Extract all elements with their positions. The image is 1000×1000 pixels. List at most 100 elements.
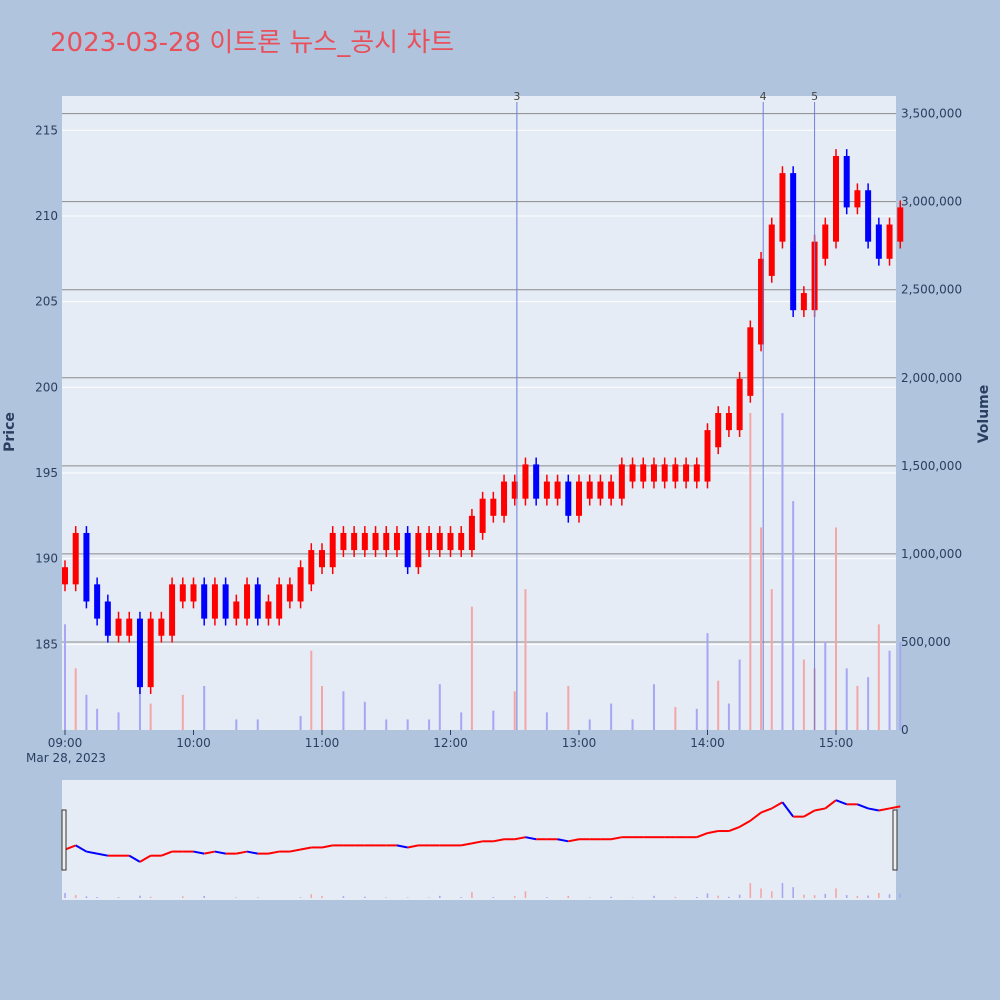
time-tick-label: 10:00 bbox=[176, 736, 211, 750]
mini-volume-bar bbox=[728, 896, 730, 898]
volume-bar bbox=[727, 703, 730, 730]
mini-volume-bar bbox=[888, 894, 891, 898]
price-axis-title: Price bbox=[2, 412, 18, 452]
volume-bar bbox=[567, 685, 570, 730]
date-sublabel: Mar 28, 2023 bbox=[26, 751, 106, 765]
candle-body bbox=[650, 464, 657, 482]
mini-price-segment bbox=[396, 844, 408, 849]
mini-volume-bar bbox=[706, 893, 709, 898]
candle-body bbox=[351, 532, 358, 551]
range-slider-right-handle[interactable] bbox=[892, 809, 898, 871]
volume-bars bbox=[64, 413, 902, 730]
candle-body bbox=[597, 481, 604, 499]
time-tick-label: 11:00 bbox=[305, 736, 340, 750]
mini-volume-bar bbox=[406, 897, 409, 898]
volume-bar bbox=[695, 708, 698, 730]
price-tick-label: 185 bbox=[35, 637, 58, 651]
mini-price-segment bbox=[214, 850, 226, 855]
mini-volume-bar bbox=[438, 895, 441, 898]
candle-body bbox=[436, 532, 443, 551]
price-axis: 185 190 195 200 205 210 215 bbox=[35, 123, 58, 651]
candle-body bbox=[672, 464, 679, 482]
candle-body bbox=[297, 567, 304, 602]
mini-price-segment bbox=[814, 807, 826, 812]
candle-body bbox=[758, 258, 765, 345]
volume-bar bbox=[299, 715, 302, 730]
mini-price-segment bbox=[321, 844, 333, 849]
mini-price-segment bbox=[878, 807, 890, 812]
mini-volume-bar bbox=[738, 894, 741, 898]
candle-body bbox=[854, 190, 861, 208]
volume-bar bbox=[545, 712, 548, 730]
price-tick-label: 195 bbox=[35, 466, 58, 480]
volume-bar bbox=[492, 710, 495, 730]
mini-price-segment bbox=[514, 836, 526, 841]
candle-body bbox=[393, 532, 400, 551]
range-slider-preview bbox=[64, 799, 902, 898]
candle-body bbox=[244, 584, 251, 619]
candle-body bbox=[501, 481, 508, 516]
mini-volume-bar bbox=[856, 895, 859, 898]
candle-body bbox=[458, 532, 465, 551]
mini-volume-bar bbox=[342, 896, 345, 898]
candle-body bbox=[190, 584, 197, 602]
mini-volume-bar bbox=[835, 888, 837, 898]
mini-volume-bar bbox=[385, 897, 388, 898]
mini-price-segment bbox=[781, 801, 794, 818]
candle-body bbox=[147, 618, 154, 688]
volume-tick-label: 3,000,000 bbox=[901, 195, 962, 209]
mini-price-segment bbox=[236, 850, 248, 855]
candle-body bbox=[479, 498, 486, 533]
mini-price-segment bbox=[707, 830, 719, 835]
mini-price-segment bbox=[760, 807, 773, 814]
mini-price-segment bbox=[857, 803, 869, 810]
candle-body bbox=[372, 532, 379, 551]
mini-price-segment bbox=[139, 854, 152, 863]
volume-bar bbox=[760, 527, 763, 730]
chart-title: 2023-03-28 이트론 뉴스_공시 차트 bbox=[50, 28, 455, 58]
volume-bar bbox=[74, 668, 77, 730]
candle-body bbox=[415, 532, 422, 568]
candle-body bbox=[747, 327, 754, 396]
volume-bar bbox=[310, 650, 313, 730]
mini-price-segment bbox=[867, 807, 880, 812]
volume-bar bbox=[321, 685, 323, 730]
range-slider-left-handle[interactable] bbox=[61, 809, 67, 871]
volume-bar bbox=[835, 527, 837, 730]
mini-price-segment bbox=[300, 846, 312, 851]
volume-bar bbox=[802, 659, 805, 730]
volume-bar bbox=[824, 641, 827, 730]
candle-body bbox=[522, 464, 529, 499]
volume-bar bbox=[888, 650, 891, 730]
mini-price-segment bbox=[803, 809, 816, 818]
volume-bar bbox=[470, 606, 473, 730]
volume-bar bbox=[203, 685, 206, 730]
volume-bar bbox=[738, 659, 741, 730]
volume-axis-title: Volume bbox=[976, 385, 992, 444]
volume-bar bbox=[460, 712, 463, 730]
mini-price-segment bbox=[75, 844, 87, 853]
candle-body bbox=[608, 481, 615, 499]
candle-body bbox=[340, 532, 347, 551]
candle-body bbox=[62, 567, 68, 585]
time-tick-label: 12:00 bbox=[433, 736, 468, 750]
mini-price-segment bbox=[471, 840, 483, 845]
candle-body bbox=[833, 155, 839, 242]
range-slider[interactable] bbox=[62, 780, 896, 900]
mini-price-segment bbox=[193, 850, 205, 855]
mini-volume-bar bbox=[899, 893, 902, 898]
mini-price-segment bbox=[557, 838, 569, 843]
mini-volume-bar bbox=[513, 896, 516, 898]
mini-volume-bar bbox=[588, 897, 591, 898]
candle-body bbox=[897, 207, 904, 242]
volume-bar bbox=[85, 694, 88, 730]
mini-volume-bar bbox=[803, 894, 805, 898]
candle-body bbox=[800, 293, 807, 311]
candle-body bbox=[490, 498, 497, 516]
mini-price-segment bbox=[493, 838, 505, 843]
time-tick-label: 13:00 bbox=[562, 736, 597, 750]
candle-body bbox=[886, 224, 893, 259]
volume-bar bbox=[781, 413, 784, 730]
volume-bar bbox=[513, 691, 516, 730]
volume-bar bbox=[342, 691, 345, 730]
